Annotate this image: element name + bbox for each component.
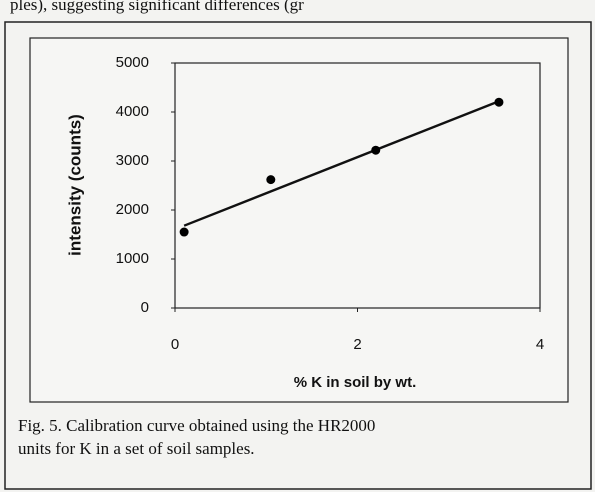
- x-tick-label: 2: [353, 336, 361, 353]
- x-tick-label: 0: [171, 336, 179, 353]
- y-tick-label: 4000: [116, 103, 149, 120]
- x-axis-label: % K in soil by wt.: [294, 374, 417, 391]
- header-text: ples), suggesting significant difference…: [10, 0, 304, 14]
- data-point: [266, 175, 276, 185]
- chart-frame: [29, 37, 569, 403]
- y-tick-label: 0: [141, 299, 149, 316]
- data-point: [371, 145, 381, 155]
- x-tick-label: 4: [536, 336, 544, 353]
- y-tick-label: 3000: [116, 152, 149, 169]
- trendline: [183, 100, 500, 227]
- y-axis-label: intensity (counts): [65, 114, 84, 256]
- y-tick-label: 2000: [116, 201, 149, 218]
- y-tick-label: 5000: [116, 54, 149, 71]
- caption-line: Fig. 5. Calibration curve obtained using…: [18, 416, 375, 435]
- caption-line: units for K in a set of soil samples.: [18, 439, 255, 458]
- data-point: [494, 97, 504, 107]
- y-tick-label: 1000: [116, 250, 149, 267]
- data-point: [179, 227, 189, 237]
- figure-frame: [4, 21, 592, 490]
